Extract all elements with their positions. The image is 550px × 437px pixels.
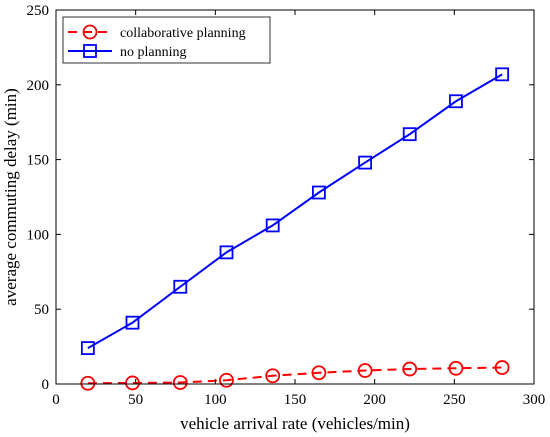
x-tick-label: 100 <box>204 392 227 408</box>
data-point-no-planning <box>358 155 373 170</box>
data-point-collaborative-planning <box>265 368 281 384</box>
data-point-collaborative-planning <box>402 361 418 377</box>
x-tick-label: 250 <box>443 392 466 408</box>
legend-label-no-planning: no planning <box>120 45 187 60</box>
data-point-collaborative-planning <box>357 363 373 378</box>
data-point-collaborative-planning <box>172 375 188 390</box>
x-tick-label: 50 <box>128 392 143 408</box>
legend-marker-collaborative <box>82 24 98 40</box>
data-point-no-planning <box>80 341 95 355</box>
y-tick-label: 200 <box>27 78 50 94</box>
data-point-collaborative-planning <box>80 375 96 391</box>
y-tick-label: 0 <box>42 377 50 393</box>
data-point-no-planning <box>495 67 510 82</box>
data-point-collaborative-planning <box>494 360 510 375</box>
data-point-no-planning <box>311 185 326 200</box>
data-point-no-planning <box>402 127 417 142</box>
legend: collaborative planning no planning <box>62 16 271 64</box>
y-tick-label: 100 <box>27 227 50 243</box>
x-tick-label: 200 <box>363 392 386 408</box>
data-point-no-planning <box>449 94 463 109</box>
legend-box <box>62 16 271 64</box>
data-point-collaborative-planning <box>311 365 327 381</box>
y-tick-label: 250 <box>27 3 50 19</box>
data-point-collaborative-planning <box>448 360 464 376</box>
plot-background <box>56 10 534 384</box>
x-axis-title: vehicle arrival rate (vehicles/min) <box>180 414 410 433</box>
x-tick-label: 0 <box>52 392 60 408</box>
x-tick-label: 150 <box>284 392 307 408</box>
series-line-no-planning <box>87 73 503 349</box>
x-tick-label: 300 <box>523 392 546 408</box>
legend-label-collaborative: collaborative planning <box>120 26 246 41</box>
y-axis-title: average commuting delay (min) <box>1 88 20 306</box>
tick-layer: 0 50 100 150 200 250 300 0 50 100 150 200 250 <box>27 3 546 408</box>
data-point-no-planning <box>173 279 188 294</box>
legend-marker-no-planning <box>83 44 97 58</box>
y-tick-label: 50 <box>34 302 49 318</box>
series-layer <box>80 67 510 391</box>
series-line-collaborative-planning <box>87 366 503 385</box>
y-tick-label: 150 <box>27 153 50 169</box>
data-point-collaborative-planning <box>125 375 140 391</box>
data-point-no-planning <box>219 245 234 260</box>
data-point-collaborative-planning <box>219 372 234 388</box>
data-point-no-planning <box>125 315 140 330</box>
data-point-no-planning <box>265 218 280 233</box>
